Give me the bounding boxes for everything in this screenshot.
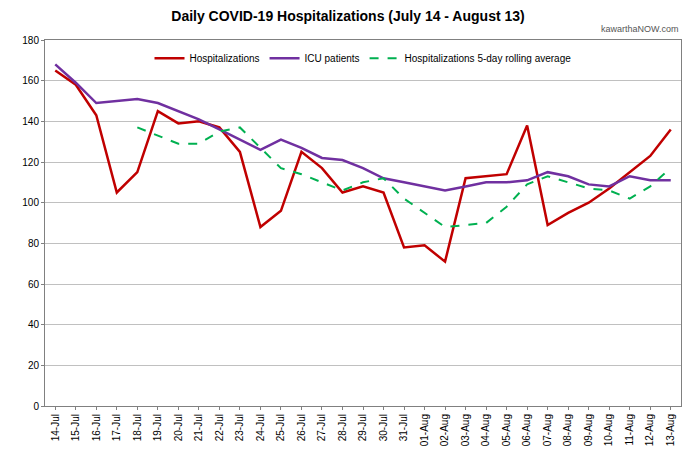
svg-text:03-Aug: 03-Aug xyxy=(460,414,471,446)
svg-text:30-Jul: 30-Jul xyxy=(378,414,389,441)
svg-text:23-Jul: 23-Jul xyxy=(234,414,245,441)
svg-text:20-Jul: 20-Jul xyxy=(173,414,184,441)
svg-text:14-Jul: 14-Jul xyxy=(50,414,61,441)
svg-text:120: 120 xyxy=(22,157,39,168)
svg-text:10-Aug: 10-Aug xyxy=(603,414,614,446)
svg-text:09-Aug: 09-Aug xyxy=(583,414,594,446)
svg-text:0: 0 xyxy=(33,401,39,412)
svg-text:01-Aug: 01-Aug xyxy=(419,414,430,446)
svg-text:18-Jul: 18-Jul xyxy=(132,414,143,441)
svg-text:ICU patients: ICU patients xyxy=(305,53,360,64)
svg-text:02-Aug: 02-Aug xyxy=(439,414,450,446)
svg-text:25-Jul: 25-Jul xyxy=(275,414,286,441)
svg-text:31-Jul: 31-Jul xyxy=(398,414,409,441)
svg-text:21-Jul: 21-Jul xyxy=(193,414,204,441)
svg-text:04-Aug: 04-Aug xyxy=(480,414,491,446)
svg-text:160: 160 xyxy=(22,75,39,86)
svg-text:28-Jul: 28-Jul xyxy=(337,414,348,441)
svg-text:15-Jul: 15-Jul xyxy=(70,414,81,441)
svg-text:16-Jul: 16-Jul xyxy=(91,414,102,441)
svg-text:06-Aug: 06-Aug xyxy=(521,414,532,446)
svg-text:180: 180 xyxy=(22,35,39,46)
svg-text:13-Aug: 13-Aug xyxy=(665,414,676,446)
svg-text:80: 80 xyxy=(28,238,40,249)
svg-text:29-Jul: 29-Jul xyxy=(357,414,368,441)
svg-text:Hospitalizations: Hospitalizations xyxy=(190,53,260,64)
svg-text:kawarthaNOW.com: kawarthaNOW.com xyxy=(601,24,679,34)
svg-text:07-Aug: 07-Aug xyxy=(542,414,553,446)
svg-text:12-Aug: 12-Aug xyxy=(644,414,655,446)
svg-text:60: 60 xyxy=(28,279,40,290)
svg-text:08-Aug: 08-Aug xyxy=(562,414,573,446)
svg-text:26-Jul: 26-Jul xyxy=(296,414,307,441)
svg-text:140: 140 xyxy=(22,116,39,127)
svg-text:20: 20 xyxy=(28,360,40,371)
svg-text:05-Aug: 05-Aug xyxy=(501,414,512,446)
svg-text:Daily COVID-19 Hospitalization: Daily COVID-19 Hospitalizations (July 14… xyxy=(171,8,524,24)
svg-text:100: 100 xyxy=(22,197,39,208)
svg-text:27-Jul: 27-Jul xyxy=(316,414,327,441)
svg-text:22-Jul: 22-Jul xyxy=(214,414,225,441)
svg-text:19-Jul: 19-Jul xyxy=(152,414,163,441)
svg-text:17-Jul: 17-Jul xyxy=(111,414,122,441)
svg-text:Hospitalizations 5-day rolling: Hospitalizations 5-day rolling average xyxy=(405,53,572,64)
svg-text:11-Aug: 11-Aug xyxy=(624,414,635,446)
svg-text:40: 40 xyxy=(28,319,40,330)
svg-text:24-Jul: 24-Jul xyxy=(255,414,266,441)
